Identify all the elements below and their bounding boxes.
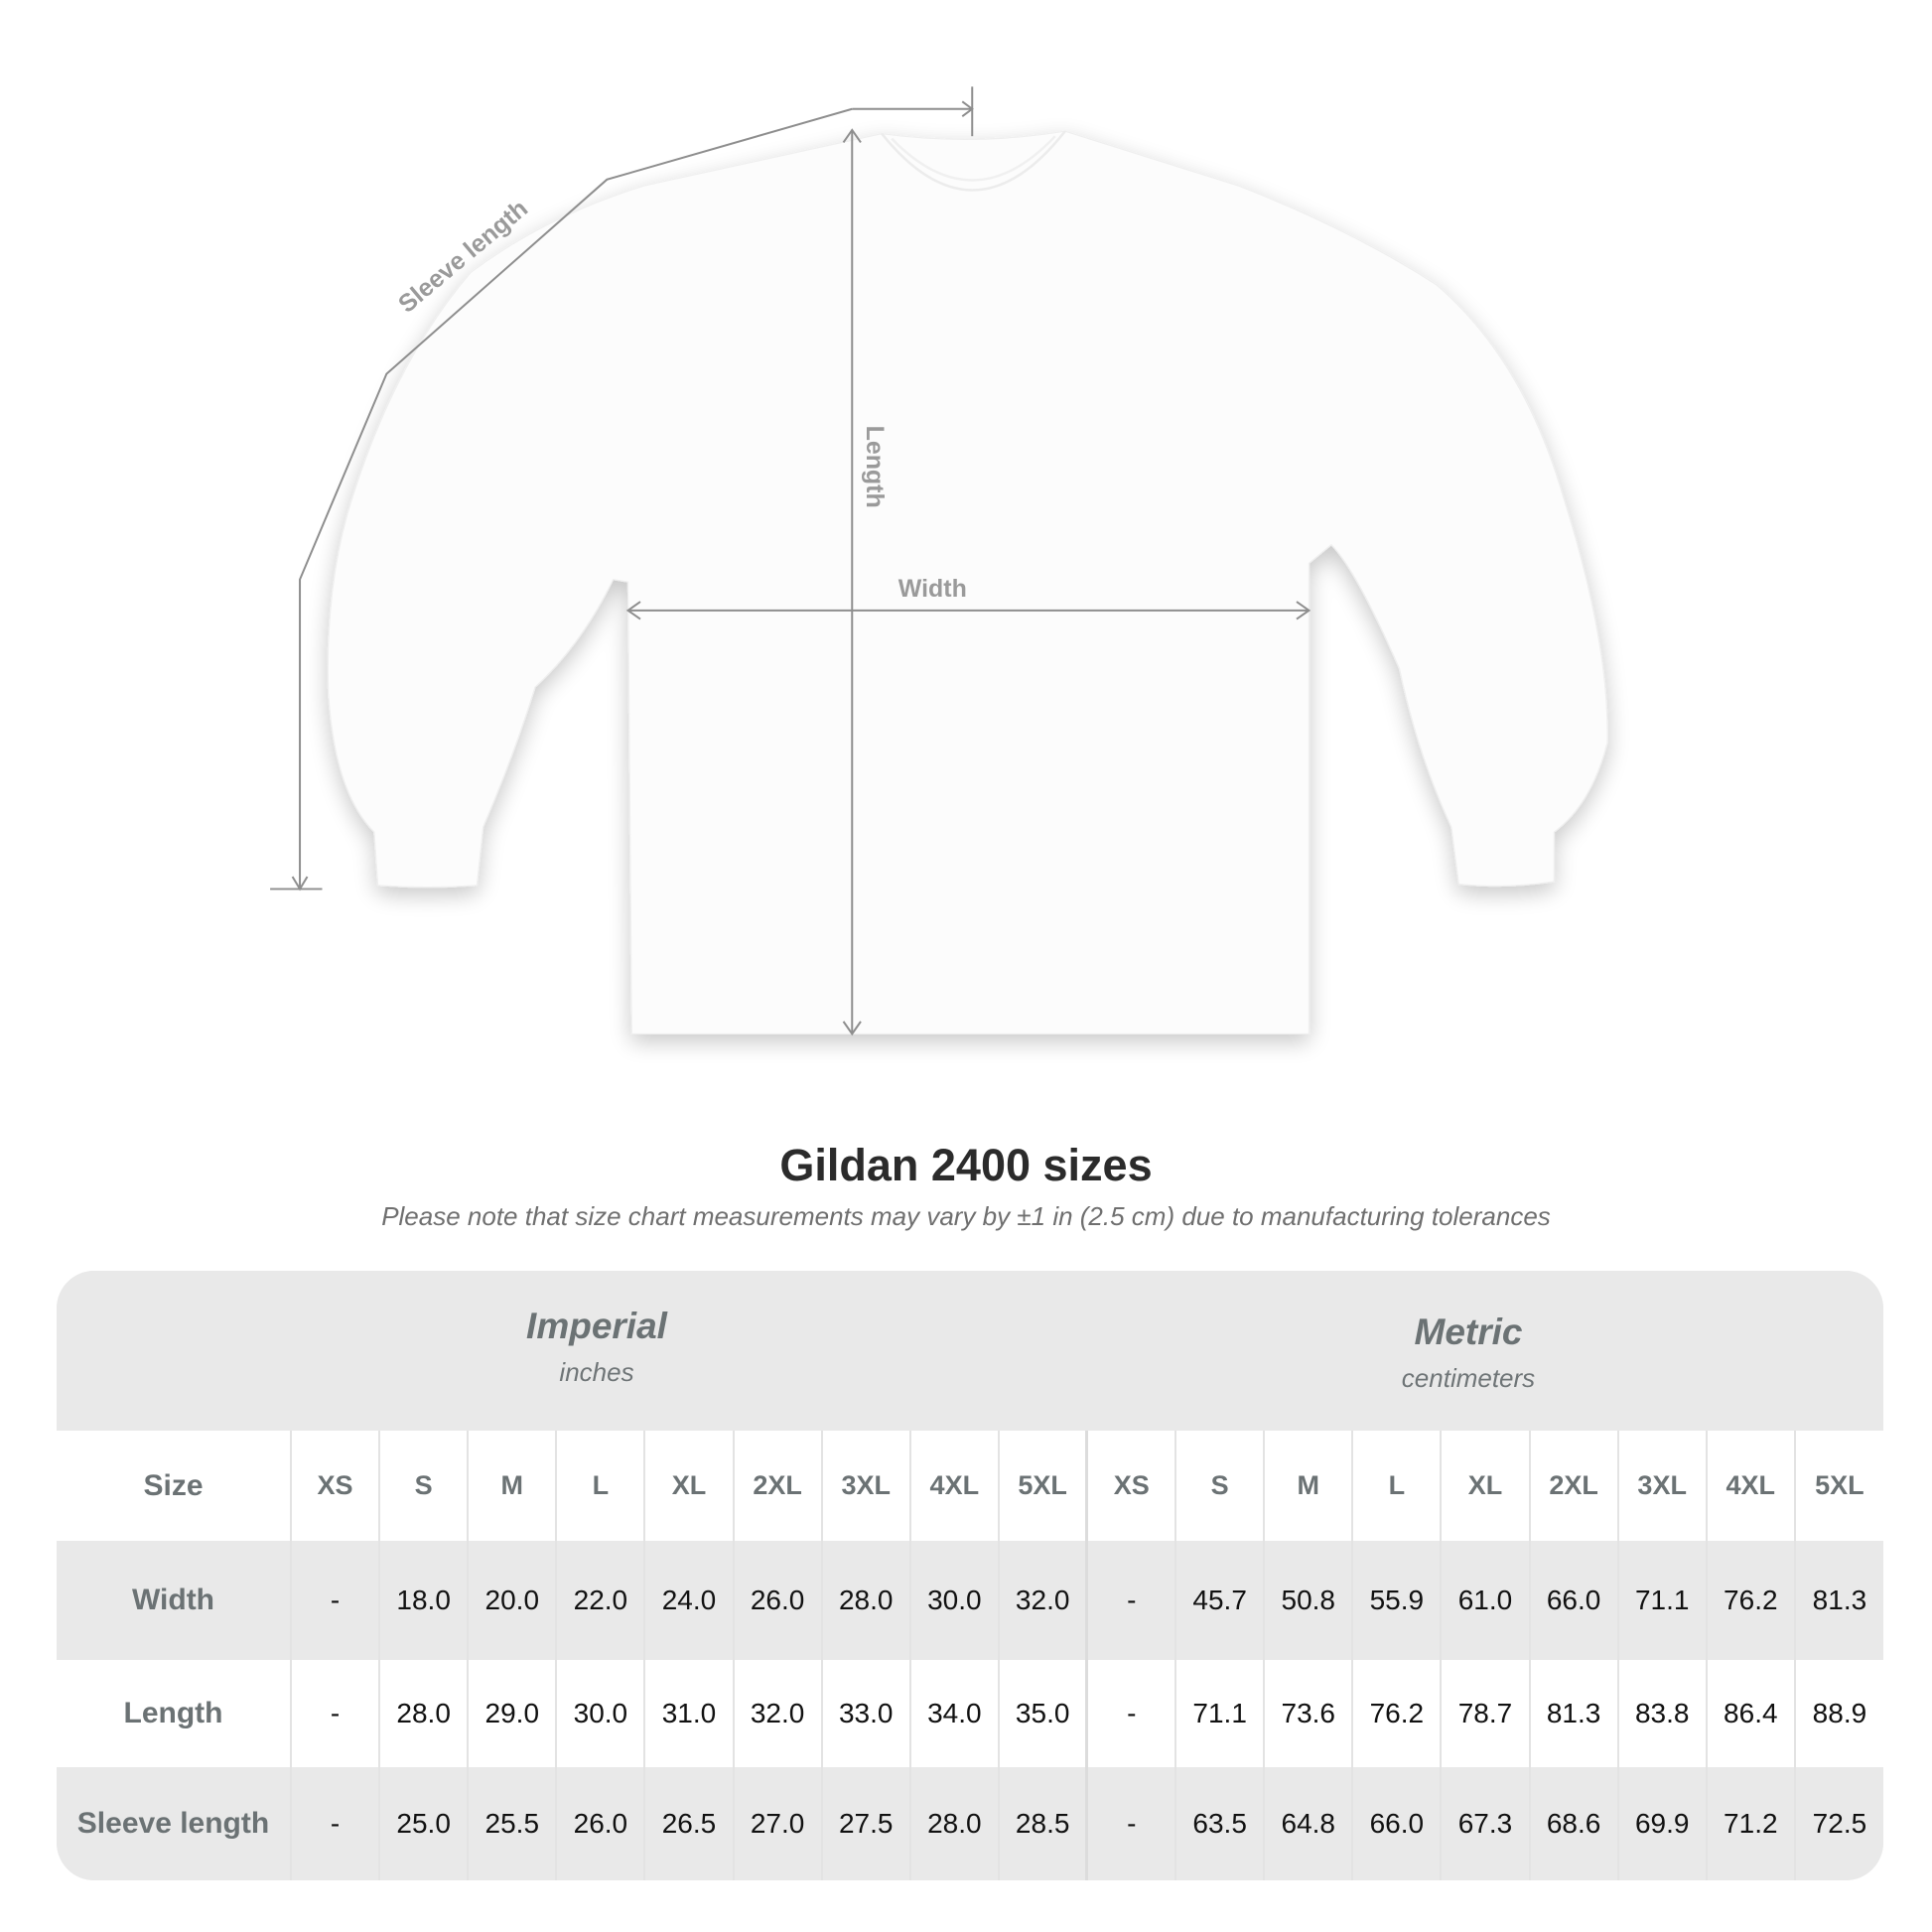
metric-value: 67.3 [1440,1767,1530,1880]
metric-size-header: S [1174,1431,1265,1541]
table-row: Length -28.0 29.0 30.0 31.0 32.0 33.0 34.0 35.0-… [57,1660,1883,1767]
imperial-value: 28.0 [908,1767,999,1880]
metric-value: 83.8 [1616,1660,1707,1767]
shirt-shape [327,130,1608,1035]
imperial-value: - [289,1767,380,1880]
table-header: Imperial inches Metric centimeters [57,1271,1883,1431]
size-header-row: Size XS S M L XL 2XL 3XL 4XL 5XL XS S M L XL 2XL 3XL 4XL 5… [57,1431,1883,1541]
imperial-size-header: 3XL [820,1431,910,1541]
metric-value: - [1085,1767,1176,1880]
metric-title: Metric [1414,1311,1523,1352]
row-label: Width [131,1584,215,1616]
metric-value: 55.9 [1351,1541,1442,1660]
imperial-value: 28.0 [820,1541,910,1660]
imperial-title: Imperial [526,1306,667,1346]
imperial-value: 25.0 [378,1767,469,1880]
imperial-header: Imperial inches [299,1306,895,1388]
metric-size-header: 2XL [1528,1431,1618,1541]
metric-size-header: L [1351,1431,1442,1541]
imperial-value: 22.0 [555,1541,645,1660]
imperial-size-header: S [378,1431,469,1541]
imperial-value: 34.0 [908,1660,999,1767]
imperial-value: 35.0 [997,1660,1087,1767]
metric-value: 81.3 [1528,1660,1618,1767]
imperial-value: - [289,1660,380,1767]
imperial-size-header: 5XL [997,1431,1087,1541]
metric-value: 66.0 [1351,1767,1442,1880]
metric-value: 61.0 [1440,1541,1530,1660]
imperial-size-header: 4XL [908,1431,999,1541]
metric-header: Metric centimeters [1171,1311,1766,1394]
imperial-size-header: XS [289,1431,380,1541]
row-label: Sleeve length [76,1807,270,1840]
metric-value: 76.2 [1705,1541,1795,1660]
metric-unit: centimeters [1401,1363,1536,1393]
imperial-value: 18.0 [378,1541,469,1660]
metric-value: 63.5 [1174,1767,1265,1880]
row-label: Length [123,1697,223,1729]
imperial-value: 28.0 [378,1660,469,1767]
metric-value: 78.7 [1440,1660,1530,1767]
metric-value: 64.8 [1263,1767,1353,1880]
imperial-value: 29.0 [467,1660,557,1767]
metric-value: 86.4 [1705,1660,1795,1767]
metric-value: 66.0 [1528,1541,1618,1660]
shirt-diagram: Sleeve length Length Width [270,86,1608,1036]
metric-value: 71.1 [1174,1660,1265,1767]
table-row: Width -18.0 20.0 22.0 24.0 26.0 28.0 30.0 32.0-4… [57,1541,1883,1660]
imperial-value: 26.5 [643,1767,734,1880]
imperial-value: - [289,1541,380,1660]
imperial-size-header: M [467,1431,557,1541]
table-row: Sleeve length -25.0 25.5 26.0 26.5 27.0 27.5 28… [57,1767,1883,1880]
imperial-value: 31.0 [643,1660,734,1767]
shirt-illustration: Sleeve length Length Width [270,86,1608,1036]
imperial-value: 30.0 [908,1541,999,1660]
metric-value: - [1085,1660,1176,1767]
metric-value: 76.2 [1351,1660,1442,1767]
imperial-value: 25.5 [467,1767,557,1880]
metric-value: 81.3 [1793,1541,1883,1660]
metric-value: 69.9 [1616,1767,1707,1880]
metric-value: - [1085,1541,1176,1660]
tolerance-note: Please note that size chart measurements… [381,1201,1551,1231]
width-label: Width [898,575,967,603]
imperial-value: 24.0 [643,1541,734,1660]
metric-size-header: 3XL [1616,1431,1707,1541]
metric-value: 71.2 [1705,1767,1795,1880]
size-label: Size [143,1468,204,1502]
imperial-size-header: XL [643,1431,734,1541]
imperial-size-header: L [555,1431,645,1541]
measurement-lines [270,86,1311,1036]
size-table: Imperial inches Metric centimeters Size X… [57,1271,1883,1880]
metric-value: 68.6 [1528,1767,1618,1880]
metric-size-header: XL [1440,1431,1530,1541]
imperial-value: 26.0 [555,1767,645,1880]
imperial-value: 33.0 [820,1660,910,1767]
size-grid: Size XS S M L XL 2XL 3XL 4XL 5XL XS S M L XL 2XL 3XL 4XL 5… [57,1431,1883,1880]
metric-value: 88.9 [1793,1660,1883,1767]
metric-size-header: M [1263,1431,1353,1541]
imperial-value: 20.0 [467,1541,557,1660]
metric-value: 72.5 [1793,1767,1883,1880]
imperial-size-header: 2XL [732,1431,822,1541]
imperial-value: 27.0 [732,1767,822,1880]
metric-size-header: 5XL [1793,1431,1883,1541]
imperial-value: 28.5 [997,1767,1087,1880]
length-label: Length [861,426,889,508]
imperial-unit: inches [559,1357,634,1387]
metric-value: 71.1 [1616,1541,1707,1660]
metric-value: 73.6 [1263,1660,1353,1767]
imperial-value: 30.0 [555,1660,645,1767]
imperial-value: 27.5 [820,1767,910,1880]
metric-value: 45.7 [1174,1541,1265,1660]
imperial-value: 26.0 [732,1541,822,1660]
page-title: Gildan 2400 sizes [779,1140,1153,1190]
metric-size-header: XS [1085,1431,1176,1541]
metric-size-header: 4XL [1705,1431,1795,1541]
imperial-value: 32.0 [997,1541,1087,1660]
metric-value: 50.8 [1263,1541,1353,1660]
imperial-value: 32.0 [732,1660,822,1767]
